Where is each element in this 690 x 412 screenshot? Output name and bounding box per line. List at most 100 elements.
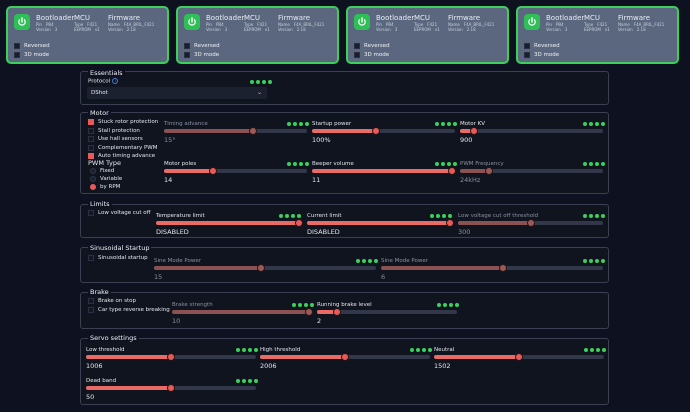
checkbox-box[interactable] <box>88 127 94 134</box>
radio-button[interactable] <box>90 176 96 182</box>
slider-knob[interactable] <box>484 167 493 175</box>
reversed-checkbox[interactable]: Reversed <box>354 43 390 49</box>
checkbox-box[interactable] <box>88 210 94 216</box>
esc-card-1[interactable]: Bootloader Pin PB4 Version 3 MCU Type F421 … <box>6 6 169 64</box>
sinusoidal-checkbox[interactable]: Sinusoidal startup <box>88 255 148 261</box>
radio-button[interactable] <box>90 184 96 190</box>
startup-power-value: 100% <box>312 136 331 144</box>
checkbox-box[interactable] <box>184 43 190 49</box>
low-voltage-threshold-status-dots <box>583 214 605 218</box>
checkbox-box[interactable] <box>88 136 94 143</box>
slider-knob[interactable] <box>499 264 508 272</box>
checkbox-box[interactable] <box>88 153 94 160</box>
slider-fill <box>156 221 299 225</box>
car-reverse-checkbox[interactable]: Car type reverse breaking <box>88 307 170 313</box>
pwm-radio-0[interactable]: Fixed <box>90 168 114 174</box>
pwm-radio-1[interactable]: Variable <box>90 176 122 182</box>
slider-knob[interactable] <box>295 219 303 227</box>
timing-advance-label: Timing advance <box>164 121 208 127</box>
esc-card-4[interactable]: Bootloader Pin PB4 Version 3 MCU Type F421 … <box>516 6 679 64</box>
motor-checkbox-1[interactable]: Stall protection <box>88 127 140 134</box>
esc-card-2[interactable]: Bootloader Pin PB4 Version 3 MCU Type F421 … <box>176 6 339 64</box>
checkbox-box[interactable] <box>88 255 94 261</box>
slider-knob[interactable] <box>208 167 217 175</box>
high-threshold-slider[interactable] <box>260 353 430 361</box>
checkbox-box[interactable] <box>88 144 94 151</box>
sine-mode-power-2-slider[interactable] <box>381 264 603 272</box>
current-limit-slider[interactable] <box>307 219 454 227</box>
slider-knob[interactable] <box>515 353 523 361</box>
slider-fill <box>86 386 171 390</box>
dead-band-status-dots <box>236 379 258 383</box>
checkbox-box[interactable] <box>14 52 20 58</box>
3d-mode-checkbox[interactable]: 3D mode <box>184 52 219 58</box>
motor-checkbox-4[interactable]: Auto timing advance <box>88 153 155 160</box>
reversed-checkbox[interactable]: Reversed <box>524 43 560 49</box>
slider-knob[interactable] <box>332 308 341 316</box>
motor-checkbox-2[interactable]: Use hall sensors <box>88 136 143 143</box>
3d-mode-checkbox[interactable]: 3D mode <box>524 52 559 58</box>
temperature-limit-slider[interactable] <box>156 219 303 227</box>
startup-power-slider[interactable] <box>312 127 455 135</box>
checkbox-box[interactable] <box>184 52 190 58</box>
brake-on-stop-checkbox[interactable]: Brake on stop <box>88 298 136 304</box>
slider-knob[interactable] <box>448 167 457 175</box>
checkbox-box[interactable] <box>524 43 530 49</box>
slider-knob[interactable] <box>167 353 175 361</box>
motor-checkbox-0[interactable]: Stuck rotor protection <box>88 119 158 125</box>
slider-knob[interactable] <box>256 264 265 272</box>
esc-card-3[interactable]: Bootloader Pin PB4 Version 3 MCU Type F421 … <box>346 6 509 64</box>
slider-knob[interactable] <box>248 127 257 135</box>
brake-strength-value: 10 <box>172 317 181 325</box>
running-brake-level-slider[interactable] <box>317 308 457 316</box>
chevron-down-icon: ⌄ <box>256 89 262 96</box>
checkbox-box[interactable] <box>524 52 530 58</box>
protocol-select[interactable]: DShot ⌄ <box>87 87 267 99</box>
checkbox-box[interactable] <box>88 298 94 304</box>
timing-advance-slider[interactable] <box>164 127 307 135</box>
power-icon <box>184 14 200 30</box>
reversed-checkbox[interactable]: Reversed <box>14 43 50 49</box>
neutral-slider[interactable] <box>434 353 604 361</box>
slider-knob[interactable] <box>470 127 479 135</box>
sine-mode-power-2-status-dots <box>583 259 605 263</box>
motor-checkbox-3[interactable]: Complementary PWM <box>88 144 158 151</box>
brake-strength-slider[interactable] <box>172 308 314 316</box>
checkbox-box[interactable] <box>354 52 360 58</box>
motor-kv-slider[interactable] <box>460 127 603 135</box>
checkbox-box[interactable] <box>14 43 20 49</box>
pwm-radio-2[interactable]: by RPM <box>90 184 120 190</box>
reversed-checkbox[interactable]: Reversed <box>184 43 220 49</box>
info-icon[interactable]: i <box>112 78 119 84</box>
checkbox-box[interactable] <box>88 119 94 125</box>
low-threshold-slider[interactable] <box>86 353 256 361</box>
slider-knob[interactable] <box>446 219 454 227</box>
essentials-title: Essentials <box>88 69 125 77</box>
3d-mode-checkbox[interactable]: 3D mode <box>14 52 49 58</box>
low-threshold-label: Low threshold <box>86 347 125 353</box>
slider-knob[interactable] <box>341 353 349 361</box>
low-voltage-checkbox[interactable]: Low voltage cut off <box>88 210 150 216</box>
slider-fill <box>260 355 345 359</box>
checkbox-box[interactable] <box>88 307 94 313</box>
firmware-info: Firmware Name F4A_BRIL_F421 Version 2.18 <box>448 14 495 32</box>
slider-knob[interactable] <box>167 384 175 392</box>
3d-mode-checkbox[interactable]: 3D mode <box>354 52 389 58</box>
checkbox-box[interactable] <box>354 43 360 49</box>
dead-band-slider[interactable] <box>86 384 256 392</box>
motor-poles-slider[interactable] <box>164 167 307 175</box>
low-voltage-threshold-slider[interactable] <box>458 219 603 227</box>
slider-fill <box>317 310 337 314</box>
motor-kv-value: 900 <box>460 136 473 144</box>
motor-poles-label: Motor poles <box>164 161 197 167</box>
servo-title: Servo settings <box>88 334 139 342</box>
sine-mode-power-slider[interactable] <box>154 264 376 272</box>
slider-fill <box>154 266 261 270</box>
sine-mode-power-label: Sine Mode Power <box>154 258 201 264</box>
beeper-volume-slider[interactable] <box>312 167 457 175</box>
slider-knob[interactable] <box>526 219 535 227</box>
pwm-frequency-slider[interactable] <box>460 167 603 175</box>
radio-button[interactable] <box>90 168 96 174</box>
slider-knob[interactable] <box>372 127 381 135</box>
slider-knob[interactable] <box>305 308 314 316</box>
